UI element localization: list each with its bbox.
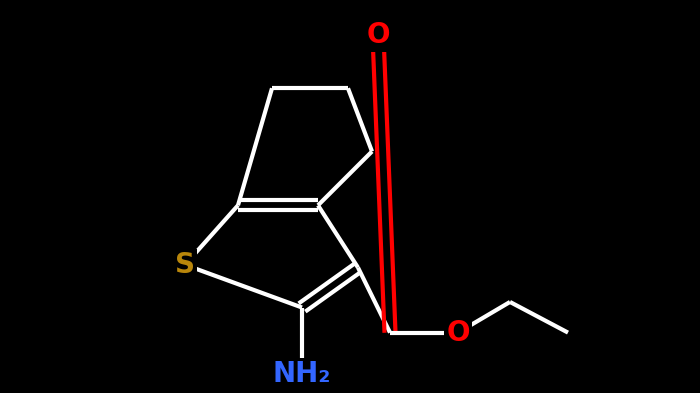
Text: NH₂: NH₂	[273, 360, 331, 388]
Text: S: S	[175, 251, 195, 279]
Text: O: O	[366, 21, 390, 49]
Text: O: O	[447, 319, 470, 347]
